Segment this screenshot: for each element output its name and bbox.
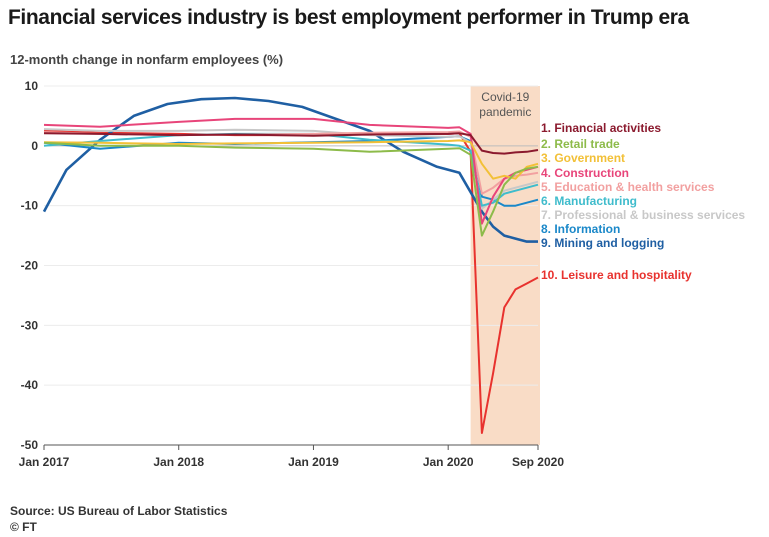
series-label: 4. Construction — [541, 166, 629, 180]
series-label: 1. Financial activities — [541, 121, 661, 135]
series-line — [43, 117, 539, 225]
x-tick-label: Jan 2020 — [423, 455, 474, 469]
x-tick-label: Jan 2017 — [19, 455, 70, 469]
series-label: 5. Education & health services — [541, 180, 715, 194]
y-tick-label: -50 — [21, 438, 39, 452]
series-line — [43, 129, 539, 434]
series-label: 6. Manufacturing — [541, 194, 637, 208]
band-label-line: pandemic — [479, 105, 531, 119]
y-tick-label: -20 — [21, 259, 39, 273]
series-label: 7. Professional & business services — [541, 208, 745, 222]
chart-title: Financial services industry is best empl… — [8, 6, 689, 29]
y-tick-label: -40 — [21, 378, 39, 392]
series-layer — [42, 96, 539, 434]
copyright-note: © FT — [10, 520, 37, 534]
series-line — [43, 132, 539, 207]
series-label: 10. Leisure and hospitality — [541, 268, 692, 282]
band-label-line: Covid-19 — [481, 90, 529, 104]
y-tick-label: 10 — [25, 79, 39, 93]
source-note: Source: US Bureau of Labor Statistics — [10, 504, 228, 518]
label-layer: 1. Financial activities 2. Retail trade3.… — [541, 121, 745, 282]
series-label: 9. Mining and logging — [541, 236, 664, 250]
series-label: 2. Retail trade — [541, 137, 620, 151]
series-line — [42, 96, 538, 243]
x-tick-label: Sep 2020 — [512, 455, 564, 469]
series-line — [43, 141, 539, 237]
y-tick-label: -30 — [21, 318, 39, 332]
series-line — [43, 132, 539, 155]
axis-layer: 10 0 -10 -20 -30 -40 -50 Jan 2017 Jan 2018 Jan 20… — [19, 79, 565, 469]
series-label: 3. Government — [541, 151, 625, 165]
x-tick-label: Jan 2018 — [153, 455, 204, 469]
x-tick-label: Jan 2019 — [288, 455, 339, 469]
y-tick-label: -10 — [21, 199, 39, 213]
y-tick-label: 0 — [31, 139, 38, 153]
chart-subtitle: 12-month change in nonfarm employees (%) — [10, 52, 284, 67]
series-label: 8. Information — [541, 222, 620, 236]
series-line — [43, 128, 539, 210]
